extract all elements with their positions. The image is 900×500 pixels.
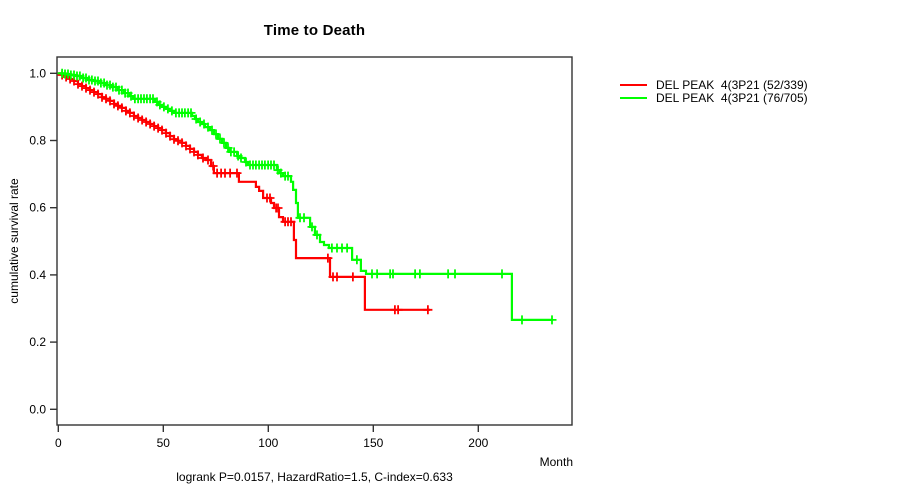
y-axis-label: cumulative survival rate bbox=[7, 178, 21, 304]
svg-text:100: 100 bbox=[258, 436, 278, 450]
legend-item-label: DEL PEAK 4(3P21 (52/339) bbox=[656, 78, 808, 92]
legend-item: DEL PEAK 4(3P21 (52/339) bbox=[620, 79, 808, 92]
svg-text:0.8: 0.8 bbox=[29, 134, 46, 148]
series-curve-1 bbox=[58, 72, 554, 321]
chart-title: Time to Death bbox=[263, 22, 366, 39]
legend: DEL PEAK 4(3P21 (52/339) DEL PEAK 4(3P21… bbox=[620, 79, 808, 104]
series-censor-marks-0 bbox=[57, 70, 433, 315]
legend-item-label: DEL PEAK 4(3P21 (76/705) bbox=[656, 90, 808, 105]
x-axis-ticks: 0 50 100 150 200 bbox=[55, 425, 489, 450]
svg-text:200: 200 bbox=[468, 436, 488, 450]
svg-text:1.0: 1.0 bbox=[29, 66, 46, 80]
legend-item: DEL PEAK 4(3P21 (76/705) bbox=[620, 90, 808, 105]
legend-line-icon-red bbox=[620, 84, 647, 87]
stats-annotation: logrank P=0.0157, HazardRatio=1.5, C-ind… bbox=[176, 470, 453, 484]
plot-box bbox=[56, 56, 573, 426]
svg-text:0.6: 0.6 bbox=[29, 201, 46, 215]
legend-line-icon-green bbox=[620, 96, 647, 99]
x-axis-label: Month bbox=[539, 455, 573, 469]
svg-text:50: 50 bbox=[157, 436, 171, 450]
svg-text:150: 150 bbox=[363, 436, 383, 450]
series-censor-marks-1 bbox=[57, 68, 557, 325]
svg-text:0: 0 bbox=[55, 436, 62, 450]
svg-text:0.4: 0.4 bbox=[29, 268, 46, 282]
y-axis-ticks: 0.0 0.2 0.4 0.6 0.8 1.0 bbox=[29, 66, 57, 416]
svg-text:0.2: 0.2 bbox=[29, 335, 46, 349]
svg-text:0.0: 0.0 bbox=[29, 402, 46, 416]
